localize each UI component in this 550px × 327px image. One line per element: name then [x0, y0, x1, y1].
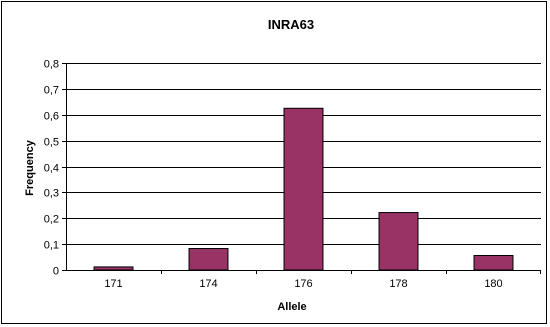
y-tick-label: 0,4 [44, 163, 59, 175]
x-tick-label: 176 [294, 278, 312, 290]
x-tick-label: 178 [389, 278, 407, 290]
x-tick-label: 171 [104, 278, 122, 290]
x-tick-label: 174 [199, 278, 217, 290]
x-axis-label: Allele [277, 301, 306, 313]
chart-title: INRA63 [268, 17, 314, 32]
y-tick-label: 0,5 [44, 137, 59, 149]
y-tick-label: 0,6 [44, 111, 59, 123]
bar [93, 266, 134, 271]
bar [378, 212, 419, 271]
y-tick-label: 0 [53, 266, 59, 278]
y-tick-label: 0,7 [44, 85, 59, 97]
y-tick-label: 0,2 [44, 214, 59, 226]
bar [188, 248, 229, 271]
y-tick-label: 0,1 [44, 240, 59, 252]
plot-area: 0 0,1 0,2 0,3 0,4 0,5 0,6 0,7 0,8 171 174 176 178 180 [44, 59, 541, 290]
y-axis-label: Frequency [24, 139, 36, 196]
y-tick-label: 0,8 [44, 59, 59, 71]
y-tick-label: 0,3 [44, 188, 59, 200]
bar [473, 255, 514, 271]
bar [283, 107, 324, 271]
x-tick-label: 180 [484, 278, 502, 290]
